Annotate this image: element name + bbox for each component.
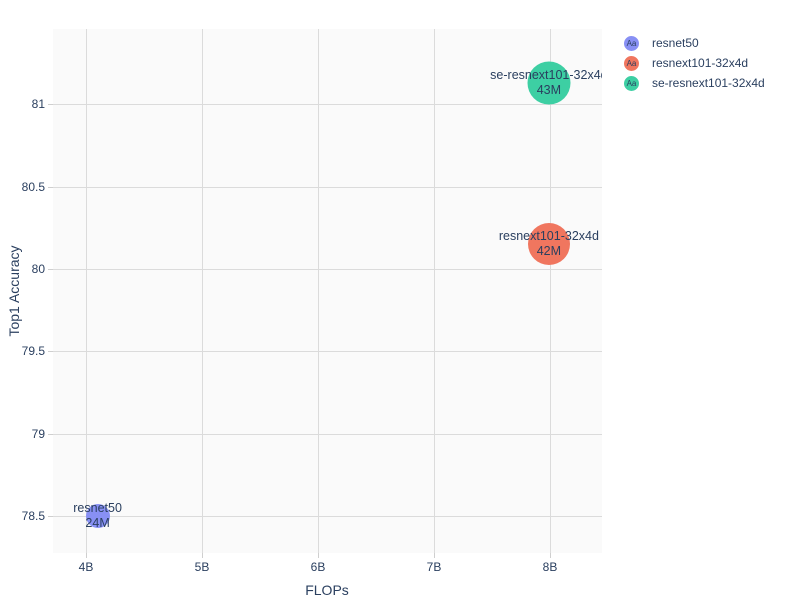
y-tick-mark (48, 516, 53, 517)
point-size-text: 43M (536, 82, 562, 97)
x-tick-mark (550, 553, 551, 558)
y-tick-label: 80.5 (21, 180, 45, 194)
x-axis-title: FLOPs (305, 582, 349, 598)
y-tick-label: 81 (31, 97, 45, 111)
y-gridline (53, 516, 602, 517)
x-tick-mark (202, 553, 203, 558)
legend-item-label: se-resnext101-32x4d (652, 76, 765, 90)
legend-item-se-resnext101-32x4d[interactable]: Aa se-resnext101-32x4d (624, 73, 765, 93)
y-tick-label: 79.5 (21, 344, 45, 358)
point-name-text: se-resnext101-32x4d (490, 67, 602, 82)
x-tick-label: 6B (310, 560, 326, 574)
y-tick-label: 80 (31, 262, 45, 276)
legend-marker-icon: Aa (624, 55, 639, 71)
legend-item-label: resnext101-32x4d (652, 56, 749, 70)
data-point-resnext101-32x4d[interactable] (527, 223, 570, 266)
x-tick-mark (86, 553, 87, 558)
legend: Aa resnet50 Aa resnext101-32x4d Aa se-resnext… (624, 33, 765, 93)
legend-item-label: resnet50 (652, 36, 699, 50)
y-gridline (53, 269, 602, 270)
y-tick-mark (48, 104, 53, 105)
x-tick-label: 5B (194, 560, 210, 574)
data-point-se-resnext101-32x4d[interactable] (527, 61, 571, 105)
y-gridline (53, 104, 602, 105)
point-name-text: resnext101-32x4d (498, 229, 599, 244)
plot-area[interactable]: resnet50 24M resnext101-32x4d 42M se-resnext… (53, 29, 602, 553)
y-tick-mark (48, 187, 53, 188)
x-tick-label: 4B (78, 560, 94, 574)
x-tick-mark (434, 553, 435, 558)
y-gridline (53, 187, 602, 188)
legend-marker-icon: Aa (624, 35, 639, 51)
x-gridline (434, 29, 435, 553)
x-gridline (550, 29, 551, 553)
x-gridline (86, 29, 87, 553)
x-gridline (318, 29, 319, 553)
y-tick-label: 79 (31, 427, 45, 441)
y-gridline (53, 434, 602, 435)
legend-marker-icon: Aa (624, 75, 639, 91)
x-tick-label: 8B (542, 560, 558, 574)
data-point-label-resnet50: resnet50 24M (73, 501, 122, 531)
y-tick-mark (48, 269, 53, 270)
y-gridline (53, 351, 602, 352)
legend-item-resnet50[interactable]: Aa resnet50 (624, 33, 765, 53)
x-tick-label: 7B (426, 560, 442, 574)
y-tick-mark (48, 351, 53, 352)
y-axis-title: Top1 Accuracy (6, 245, 22, 337)
y-tick-label: 78.5 (21, 509, 45, 523)
point-size-text: 42M (536, 244, 562, 259)
point-name-text: resnet50 (73, 501, 122, 516)
point-size-text: 24M (85, 516, 110, 531)
legend-item-resnext101-32x4d[interactable]: Aa resnext101-32x4d (624, 53, 765, 73)
data-point-label-se-resnext101-32x4d: se-resnext101-32x4d 43M (490, 68, 602, 98)
x-gridline (202, 29, 203, 553)
data-point-label-resnext101-32x4d: resnext101-32x4d 42M (499, 229, 599, 259)
y-tick-mark (48, 434, 53, 435)
x-tick-mark (318, 553, 319, 558)
data-point-resnet50[interactable] (85, 504, 110, 529)
